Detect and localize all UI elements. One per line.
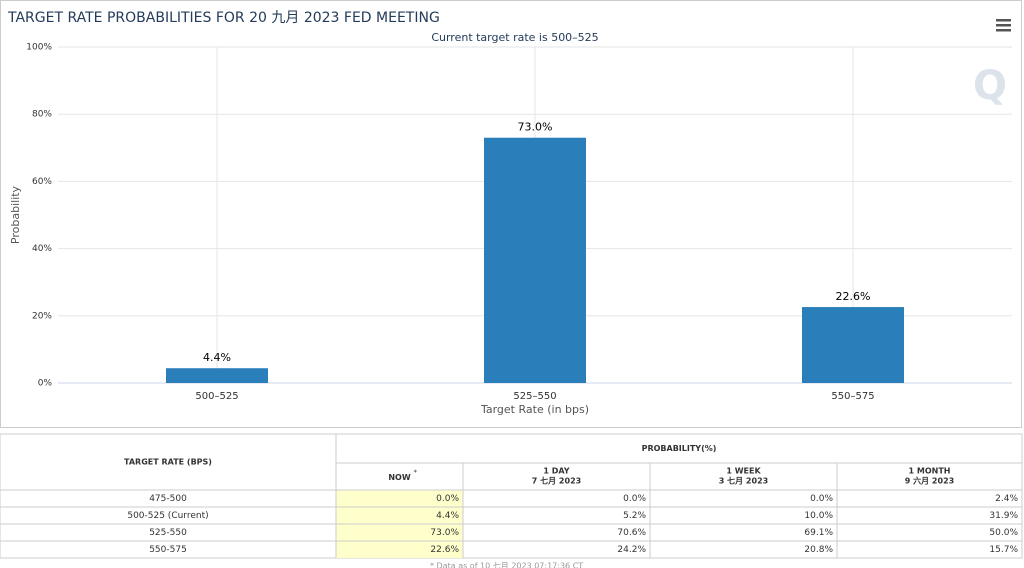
probability-cell: 2.4% xyxy=(995,494,1018,504)
bar xyxy=(802,307,904,383)
y-axis-title: Probability xyxy=(9,185,22,244)
footnote: * Data as of 10 七月 2023 07:17:36 CT xyxy=(430,562,583,568)
probability-cell: 0.0% xyxy=(436,494,459,504)
menu-bar xyxy=(996,24,1011,27)
column-header: 1 WEEK xyxy=(726,467,761,476)
probability-cell: 24.2% xyxy=(617,545,646,555)
column-date: 3 七月 2023 xyxy=(719,476,768,486)
probability-cell: 50.0% xyxy=(989,528,1018,538)
probability-cell: 31.9% xyxy=(989,511,1018,521)
y-tick-label: 100% xyxy=(26,43,52,53)
rate-cell: 525-550 xyxy=(149,528,187,538)
rate-cell: 550-575 xyxy=(149,545,187,555)
probability-cell: 70.6% xyxy=(617,528,646,538)
menu-bar xyxy=(996,19,1011,22)
table-header: TARGET RATE (BPS) xyxy=(124,458,212,467)
y-tick-label: 20% xyxy=(32,311,52,321)
menu-button[interactable] xyxy=(996,19,1011,32)
column-header: 1 DAY xyxy=(543,467,569,476)
y-tick-label: 40% xyxy=(32,244,52,254)
chart-subtitle: Current target rate is 500–525 xyxy=(431,31,598,44)
probability-cell: 20.8% xyxy=(804,545,833,555)
bar xyxy=(484,137,586,383)
probability-cell: 10.0% xyxy=(804,511,833,521)
probability-cell: 0.0% xyxy=(623,494,646,504)
column-header: NOW xyxy=(388,473,410,482)
y-tick-label: 0% xyxy=(38,379,53,389)
rate-cell: 475-500 xyxy=(149,494,187,504)
probability-cell: 15.7% xyxy=(989,545,1018,555)
column-note: * xyxy=(414,469,418,477)
x-axis-title: Target Rate (in bps) xyxy=(480,403,589,416)
table-frame xyxy=(0,433,1023,559)
data-label: 73.0% xyxy=(518,121,553,134)
y-tick-label: 80% xyxy=(32,110,52,120)
probability-cell: 69.1% xyxy=(804,528,833,538)
probability-cell: 73.0% xyxy=(430,528,459,538)
probability-cell: 22.6% xyxy=(430,545,459,555)
data-label: 4.4% xyxy=(203,351,231,364)
column-date: 9 六月 2023 xyxy=(905,476,954,486)
data-label: 22.6% xyxy=(836,290,871,303)
chart-title: TARGET RATE PROBABILITIES FOR 20 九月 2023… xyxy=(7,10,440,26)
x-tick-label: 525–550 xyxy=(513,391,556,402)
probability-cell: 5.2% xyxy=(623,511,646,521)
column-date: 7 七月 2023 xyxy=(532,476,581,486)
probability-cell: 4.4% xyxy=(436,511,459,521)
watermark: Q xyxy=(973,63,1007,109)
probability-cell: 0.0% xyxy=(810,494,833,504)
column-header: 1 MONTH xyxy=(909,467,951,476)
table-header: PROBABILITY(%) xyxy=(642,444,717,453)
x-tick-label: 550–575 xyxy=(831,391,874,402)
rate-cell: 500-525 (Current) xyxy=(127,511,208,521)
bar xyxy=(166,368,268,383)
x-tick-label: 500–525 xyxy=(195,391,238,402)
y-tick-label: 60% xyxy=(32,177,52,187)
menu-bar xyxy=(996,29,1011,32)
